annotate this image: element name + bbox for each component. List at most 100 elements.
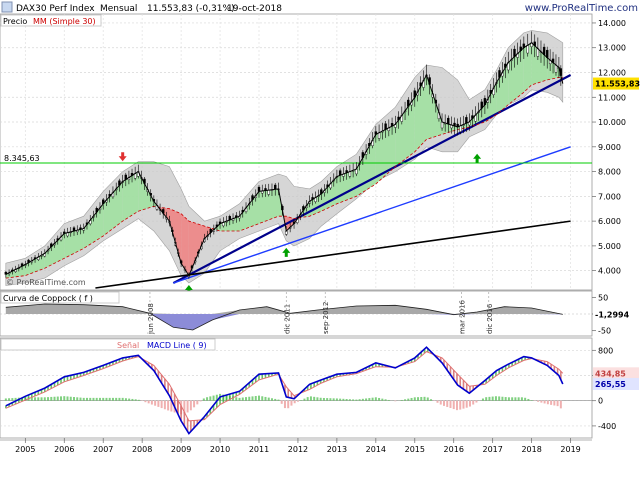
macd-hist-bar bbox=[303, 398, 306, 401]
macd-hist-bar bbox=[37, 397, 40, 401]
macd-hist-bar bbox=[63, 396, 66, 401]
macd-hist-bar bbox=[277, 399, 280, 401]
macd-hist-bar bbox=[92, 397, 95, 401]
macd-hist-bar bbox=[238, 397, 241, 401]
macd-hist-bar bbox=[212, 395, 215, 401]
macd-hist-bar bbox=[76, 397, 79, 401]
macd-hist-bar bbox=[374, 397, 377, 401]
macd-hist-bar bbox=[378, 397, 381, 401]
macd-hist-bar bbox=[381, 398, 384, 401]
macd-hist-bar bbox=[150, 400, 153, 405]
legend-signal: Señal bbox=[117, 341, 139, 350]
macd-hist-bar bbox=[293, 400, 296, 404]
macd-hist-bar bbox=[430, 399, 433, 401]
price-legend-box bbox=[0, 14, 102, 27]
x-axis-label: 2017 bbox=[483, 445, 503, 454]
trendline-black bbox=[95, 220, 571, 289]
macd-hist-bar bbox=[56, 396, 59, 401]
macd-hist-bar bbox=[514, 397, 517, 401]
price-axis-label: 6.000 bbox=[598, 217, 621, 226]
macd-hist-bar bbox=[241, 397, 244, 401]
macd-hist-bar bbox=[556, 400, 559, 407]
macd-hist-bar bbox=[60, 396, 63, 401]
macd-value-label: 265,55 bbox=[595, 380, 626, 389]
macd-hist-bar bbox=[475, 400, 478, 403]
macd-axis-label: -400 bbox=[598, 422, 616, 431]
x-axis-label: 2018 bbox=[521, 445, 541, 454]
coppock-axis-label: 50 bbox=[598, 293, 608, 302]
macd-hist-bar bbox=[66, 396, 69, 401]
macd-hist-bar bbox=[553, 400, 556, 406]
arrow-up-icon bbox=[184, 285, 193, 295]
macd-value-label-box bbox=[593, 377, 639, 390]
macd-hist-bar bbox=[335, 398, 338, 401]
macd-hist-bar bbox=[439, 400, 442, 405]
macd-hist-bar bbox=[73, 397, 75, 401]
macd-hist-bar bbox=[423, 396, 426, 401]
macd-hist-bar bbox=[511, 397, 514, 401]
x-axis-label: 2009 bbox=[171, 445, 191, 454]
macd-hist-bar bbox=[426, 397, 429, 401]
macd-hist-bar bbox=[517, 397, 520, 401]
macd-hist-bar bbox=[186, 400, 189, 413]
macd-hist-bar bbox=[326, 398, 329, 401]
coppock-panel: jun 2008 dic 2011 sep 2012 mar 2016 dic 2016… bbox=[0, 290, 593, 337]
quote: 11.553,83 (-0,31%) bbox=[147, 4, 235, 14]
coppock-marker-label: sep 2012 bbox=[322, 302, 330, 334]
trendline-dark-blue bbox=[172, 73, 572, 285]
macd-hist-bar bbox=[47, 397, 50, 401]
legend-price: Precio bbox=[3, 17, 27, 26]
macd-hist-bar bbox=[111, 397, 114, 401]
ma-fill-segment bbox=[122, 171, 139, 222]
ma-fill-segment bbox=[523, 42, 532, 93]
coppock-positive-area bbox=[5, 304, 563, 314]
candle-body bbox=[526, 45, 529, 54]
ma-fill-segment bbox=[356, 134, 376, 197]
x-axis-label: 2013 bbox=[327, 445, 347, 454]
macd-hist-bar bbox=[472, 400, 475, 405]
price-axis-label: 10.000 bbox=[598, 118, 626, 127]
macd-hist-bar bbox=[537, 400, 540, 402]
price-legend: Precio MM (Simple 30) bbox=[0, 14, 102, 27]
macd-hist-bar bbox=[296, 400, 299, 402]
macd-line bbox=[5, 346, 564, 435]
macd-hist-bar bbox=[352, 399, 355, 401]
x-axis-label: 2014 bbox=[366, 445, 386, 454]
macd-hist-bar bbox=[504, 397, 507, 401]
macd-hist-bar bbox=[232, 396, 235, 401]
macd-hist-bar bbox=[189, 400, 192, 411]
macd-hist-bar bbox=[251, 396, 254, 401]
macd-hist-bar bbox=[520, 397, 523, 401]
macd-hist-bar bbox=[193, 400, 196, 408]
macd-hist-bar bbox=[365, 398, 368, 401]
ma-fill-segment bbox=[83, 203, 104, 249]
signal-arrows bbox=[118, 152, 482, 295]
macd-hist-bar bbox=[348, 399, 351, 401]
macd-hist-bar bbox=[202, 398, 205, 401]
macd-hist-bar bbox=[270, 398, 273, 401]
macd-hist-bar bbox=[79, 397, 82, 401]
macd-hist-bar bbox=[446, 400, 449, 407]
macd-hist-bar bbox=[371, 397, 374, 401]
macd-hist-bar bbox=[283, 400, 286, 409]
macd-hist-bar bbox=[34, 397, 37, 401]
macd-hist-bar bbox=[199, 400, 202, 402]
macd-hist-bar bbox=[410, 397, 413, 401]
macd-hist-bar bbox=[183, 400, 186, 414]
macd-hist-bar bbox=[404, 399, 407, 401]
price-axis-label: 14.000 bbox=[598, 19, 626, 28]
ma-fill-segment bbox=[442, 122, 458, 135]
ma-fill-segment bbox=[259, 188, 279, 224]
macd-hist-bar bbox=[69, 396, 72, 401]
candle-body bbox=[440, 121, 444, 129]
x-axis-label: 2006 bbox=[54, 445, 74, 454]
price-axis-label: 8.000 bbox=[598, 168, 621, 177]
x-axis-label: 2011 bbox=[249, 445, 269, 454]
chart-menu-icon[interactable] bbox=[1, 1, 13, 13]
price-panel: 8.345,63 Precio MM (Simple 30) © ProReal… bbox=[0, 13, 593, 295]
macd-hist-bar bbox=[14, 397, 17, 401]
macd-hist-bar bbox=[300, 400, 303, 401]
symbol-name: DAX30 Perf Index bbox=[16, 4, 95, 14]
macd-hist-bar bbox=[121, 397, 124, 401]
macd-hist-bar bbox=[329, 398, 332, 401]
